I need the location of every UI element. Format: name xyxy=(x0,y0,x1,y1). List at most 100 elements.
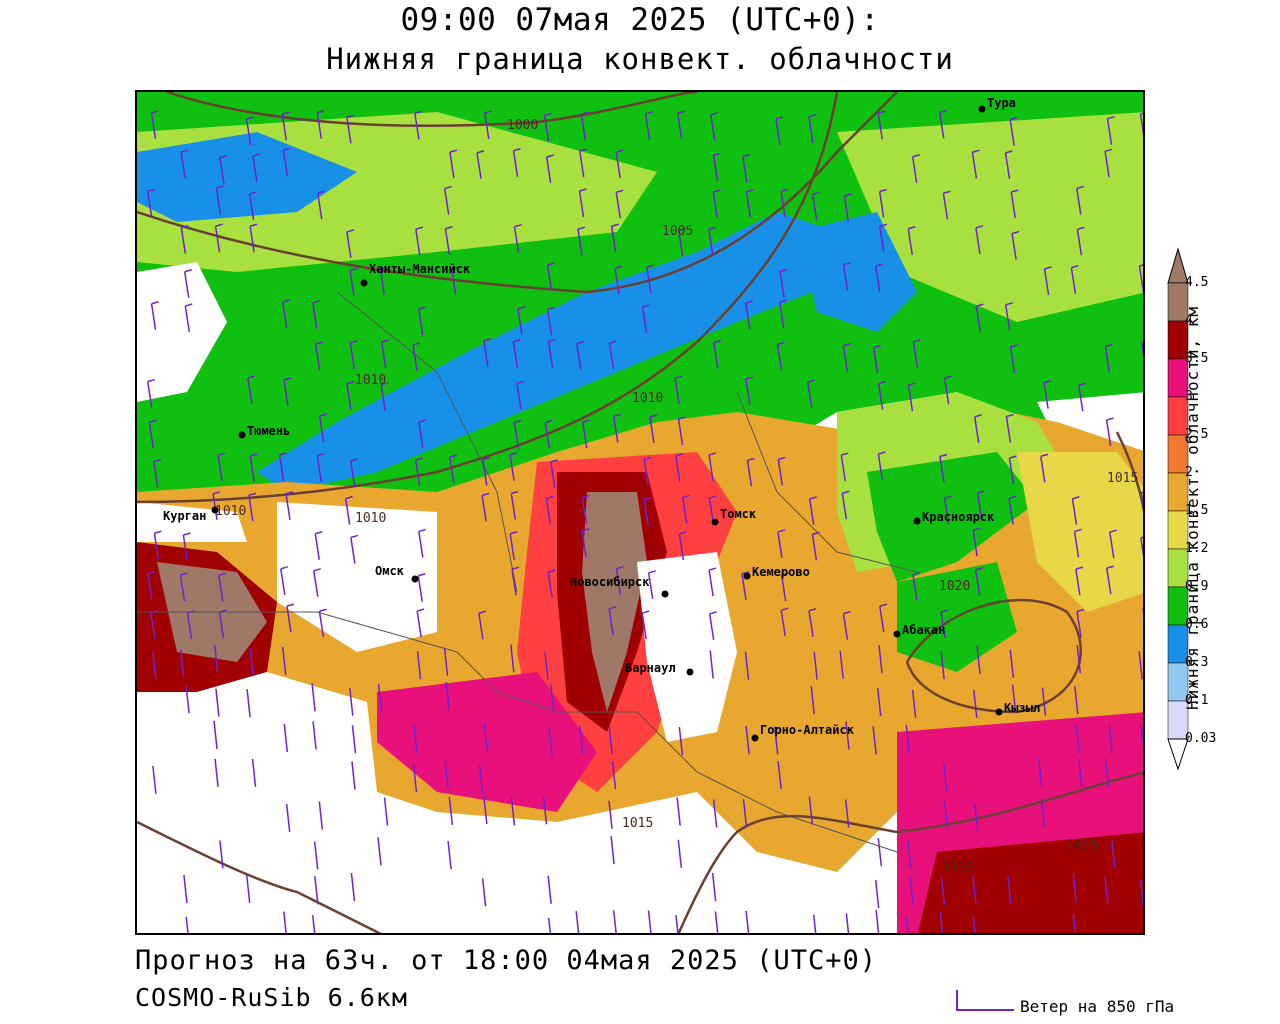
wind-barb xyxy=(581,419,590,449)
wind-barb xyxy=(150,609,159,639)
blue-band xyxy=(257,212,837,492)
wind-barb xyxy=(745,300,753,330)
wind-barb xyxy=(312,299,321,329)
city-label: Абакан xyxy=(902,623,945,637)
wind-barb xyxy=(349,458,358,488)
clear-omsk xyxy=(277,502,437,652)
wind-barb xyxy=(1008,495,1017,525)
wind-barb xyxy=(643,496,652,526)
wind-barb xyxy=(877,380,886,410)
colorbar-level-label: 0.3 xyxy=(1185,655,1209,670)
city-dot xyxy=(913,517,921,525)
wind-barb xyxy=(939,453,948,483)
wind-barb xyxy=(575,911,580,933)
region-border-2 xyxy=(736,391,918,573)
colorbar-svg xyxy=(1167,247,1189,771)
wind-barb xyxy=(481,878,487,907)
wind-barb xyxy=(217,452,226,482)
wind-barb xyxy=(1009,116,1018,146)
isobar-sw xyxy=(137,820,382,933)
city-label: Новосибирск xyxy=(570,575,650,589)
wind-barb xyxy=(146,188,155,218)
wind-barb xyxy=(776,341,785,371)
wind-barb xyxy=(152,458,161,488)
wind-barb xyxy=(845,721,850,750)
wind-barbs xyxy=(146,109,1143,933)
wind-barb xyxy=(547,917,552,933)
wind-barb xyxy=(974,803,979,832)
wind-barb xyxy=(1041,687,1047,716)
wind-barb xyxy=(610,836,615,865)
wind-barb xyxy=(180,224,189,254)
wind-barb xyxy=(509,452,518,481)
wind-barb xyxy=(252,153,261,183)
green-krasnoyarsk xyxy=(867,452,1037,582)
wind-barb xyxy=(314,876,319,905)
wind-barb xyxy=(516,380,525,410)
wind-barb xyxy=(1072,873,1078,902)
colorbar-title: Нижняя граница конвект. облачности, км xyxy=(1183,305,1202,710)
wind-barb xyxy=(973,414,982,443)
wind-barb xyxy=(905,725,911,754)
wind-barb xyxy=(377,837,382,866)
wind-barb xyxy=(1111,840,1116,869)
wind-barb xyxy=(281,299,290,329)
wind-barb xyxy=(878,645,883,674)
wind-barb xyxy=(546,262,555,292)
wind-barb xyxy=(1011,230,1020,260)
wind-barb xyxy=(1043,379,1052,409)
isobar-label: 1005 xyxy=(662,224,693,239)
city-label: Ханты-Мансийск xyxy=(369,262,471,276)
wind-barb xyxy=(443,647,449,676)
city-label: Курган xyxy=(163,509,206,523)
wind-barb xyxy=(612,910,617,933)
wind-barb xyxy=(316,452,325,482)
wind-barb xyxy=(713,339,722,369)
wind-barb xyxy=(449,454,457,484)
wind-barb xyxy=(907,226,916,255)
wind-barb xyxy=(610,223,619,253)
cloud-field xyxy=(137,92,1143,933)
wind-barb xyxy=(1008,455,1017,485)
wind-barb xyxy=(550,459,559,488)
wind-barb xyxy=(808,608,817,637)
wind-barb xyxy=(152,651,157,680)
map-svg: Тура Ханты-Мансийск Тюмень Курган Омск Новоси… xyxy=(137,92,1143,933)
wind-legend-label: Ветер на 850 гПа xyxy=(1020,997,1175,1016)
wind-barb xyxy=(1005,413,1014,443)
city-dot xyxy=(995,708,1003,716)
wind-barb xyxy=(775,116,784,146)
wind-barb xyxy=(509,531,518,560)
wind-barb xyxy=(416,651,422,680)
wind-barb xyxy=(780,607,789,637)
city-dot xyxy=(893,630,901,638)
wind-barb xyxy=(681,494,690,524)
city-dot xyxy=(711,518,719,526)
wind-barb xyxy=(839,650,844,679)
wind-barb xyxy=(318,413,327,443)
isobar-label: 1015 xyxy=(1067,839,1098,854)
wind-barb xyxy=(842,342,851,372)
wind-barb xyxy=(285,803,291,832)
wind-barb xyxy=(1105,417,1114,447)
wind-barb xyxy=(1142,607,1143,614)
wind-barb xyxy=(940,609,949,639)
wind-barb xyxy=(879,603,888,633)
wind-barb xyxy=(1139,112,1143,136)
wind-barb xyxy=(249,453,258,483)
wind-barb xyxy=(940,650,945,680)
wind-barb xyxy=(874,879,880,909)
wind-barb xyxy=(150,110,159,140)
wind-barb xyxy=(445,682,450,711)
wind-barb xyxy=(346,381,355,410)
isobar-label: 1020 xyxy=(939,579,970,594)
wind-barb xyxy=(481,492,490,522)
wind-barb xyxy=(215,185,224,215)
colorbar-level-label: 2.5 xyxy=(1185,427,1209,442)
wind-barb xyxy=(413,724,418,753)
wind-barb xyxy=(1140,341,1143,357)
wind-barb xyxy=(708,567,717,597)
isobar-label: 1010 xyxy=(355,373,386,388)
wind-barb xyxy=(547,875,552,904)
wind-barb xyxy=(909,876,914,905)
